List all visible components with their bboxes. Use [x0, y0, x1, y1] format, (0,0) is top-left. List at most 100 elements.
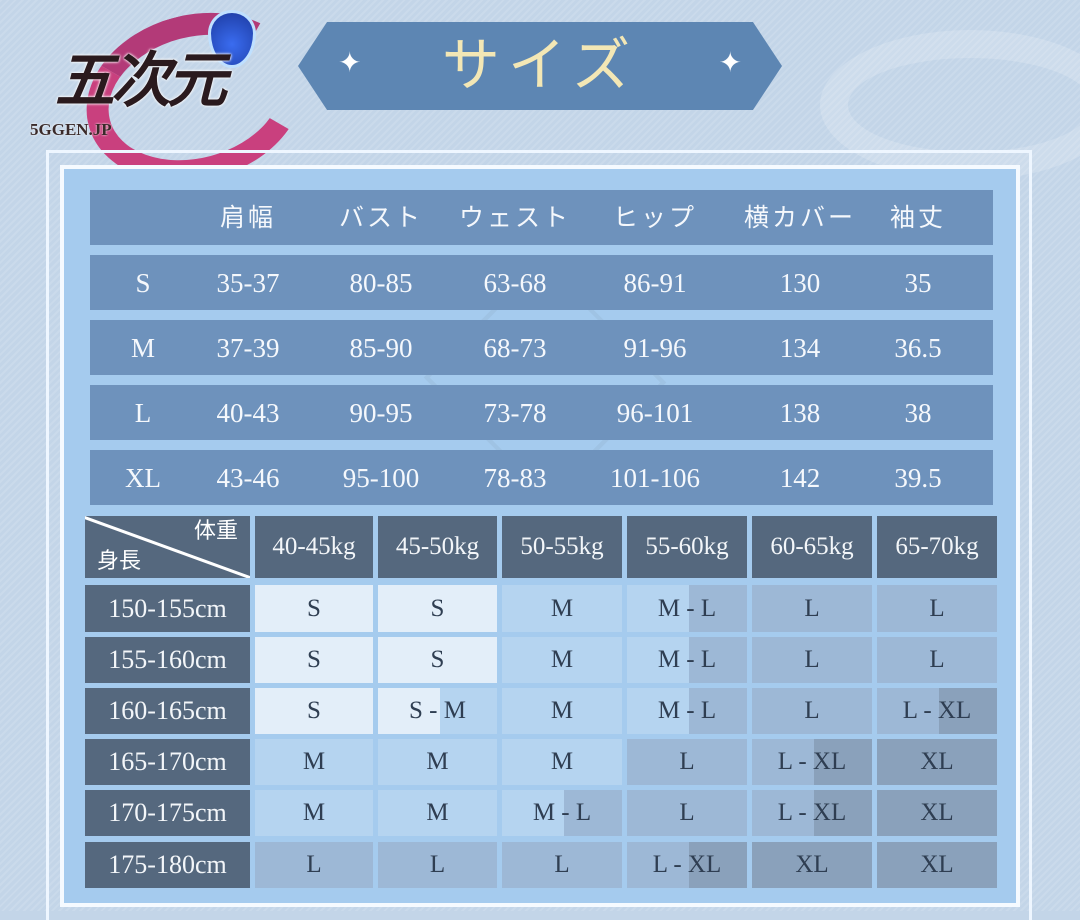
size-cell: S: [255, 585, 373, 632]
size-cell: L - XL: [752, 739, 872, 785]
size-label: L: [134, 397, 152, 428]
size-value: S: [307, 646, 321, 673]
measurement-value: 101-106: [610, 462, 700, 493]
size-cell: M - L: [627, 637, 747, 683]
size-cell-split: [814, 790, 872, 836]
size-cell: L - XL: [752, 790, 872, 836]
column-header: ウェスト: [458, 202, 572, 232]
weight-header: 65-70kg: [877, 516, 997, 578]
size-cell: M - L: [627, 585, 747, 632]
size-value: L: [429, 851, 446, 878]
size-cell: L: [627, 739, 747, 785]
size-cell: L: [502, 842, 622, 888]
column-header: 横カバー: [743, 202, 857, 232]
size-value: L - XL: [777, 748, 847, 775]
size-value: XL: [920, 748, 954, 775]
size-value: L: [804, 594, 820, 622]
size-cell: S: [255, 688, 373, 734]
measurement-value: 73-78: [483, 397, 547, 428]
size-value: L: [804, 646, 820, 673]
weight-header: 50-55kg: [502, 516, 622, 578]
corner-header: 体重 身長: [85, 516, 250, 578]
size-value: L: [804, 697, 820, 724]
height-label: 150-155cm: [85, 585, 250, 632]
page-title: サイズ: [441, 31, 639, 99]
size-value: M - L: [657, 697, 717, 724]
size-value: S: [307, 594, 321, 622]
column-header: ヒップ: [612, 202, 698, 232]
measurement-value: 91-96: [623, 332, 687, 363]
size-value: XL: [920, 851, 954, 878]
size-value: S - M: [409, 697, 466, 724]
size-cell: XL: [877, 739, 997, 785]
size-cell: M: [255, 790, 373, 836]
height-label: 身長: [97, 549, 142, 574]
measurement-value: 96-101: [616, 397, 694, 428]
sparkle-icon: ✦: [338, 48, 362, 79]
size-label: XL: [125, 462, 161, 493]
measurement-value: 138: [779, 397, 821, 428]
size-cell: S: [378, 637, 497, 683]
size-cell: XL: [877, 842, 997, 888]
size-cell: M: [378, 739, 497, 785]
size-label: S: [135, 267, 151, 298]
size-cell: L: [877, 585, 997, 632]
size-value: L: [679, 799, 695, 826]
size-value: M: [426, 799, 449, 826]
measurement-row: XL 43-46 95-100 78-83 101-106 142 39.5: [90, 450, 993, 505]
measurement-value: 86-91: [623, 267, 687, 298]
measurement-value: 36.5: [894, 332, 942, 363]
size-cell: L: [752, 688, 872, 734]
size-cell: L: [752, 637, 872, 683]
size-value: L: [929, 594, 945, 622]
column-header: 肩幅: [219, 202, 277, 232]
measurement-value: 35-37: [216, 267, 280, 298]
size-cell-split: [439, 688, 497, 734]
size-value: S: [430, 646, 445, 673]
size-value: L: [554, 851, 570, 878]
size-cell: S - M: [378, 688, 497, 734]
measurement-row: L 40-43 90-95 73-78 96-101 138 38: [90, 385, 993, 440]
size-cell: L: [752, 585, 872, 632]
column-header: バスト: [338, 202, 424, 232]
size-value: L: [306, 851, 322, 878]
size-cell: S: [378, 585, 497, 632]
measurement-header-row: 肩幅 バスト ウェスト ヒップ 横カバー 袖丈: [90, 190, 993, 245]
weight-header: 60-65kg: [752, 516, 872, 578]
measurement-value: 40-43: [216, 397, 280, 428]
size-cell: XL: [752, 842, 872, 888]
measurement-value: 39.5: [894, 462, 942, 493]
size-value: M - L: [657, 594, 717, 622]
height-label: 165-170cm: [85, 739, 250, 785]
measurement-value: 90-95: [349, 397, 413, 428]
size-value: M: [426, 748, 449, 775]
flame-icon: [208, 10, 256, 68]
measurement-value: 43-46: [216, 462, 280, 493]
size-cell: M: [502, 585, 622, 632]
size-value: M: [550, 748, 574, 775]
measurement-value: 134: [779, 332, 821, 363]
weight-header: 55-60kg: [627, 516, 747, 578]
size-cell-split: [689, 585, 747, 632]
size-value: L: [929, 646, 945, 673]
size-value: M - L: [657, 646, 717, 673]
size-cell-split: [564, 790, 622, 836]
size-cell: M - L: [502, 790, 622, 836]
measurement-value: 142: [779, 462, 821, 493]
title-banner: ✦ サイズ ✦: [298, 22, 782, 110]
weight-header: 40-45kg: [255, 516, 373, 578]
measurement-row: S 35-37 80-85 63-68 86-91 130 35: [90, 255, 993, 310]
brand-logo: 五次元 5GGEN.JP: [30, 0, 323, 206]
height-label: 155-160cm: [85, 637, 250, 683]
measurement-value: 37-39: [216, 332, 280, 363]
size-value: M: [302, 799, 326, 826]
size-cell: M: [502, 637, 622, 683]
measurement-value: 35: [904, 267, 932, 298]
size-cell-split: [689, 842, 747, 888]
measurement-value: 68-73: [483, 332, 547, 363]
size-value: S: [430, 594, 445, 622]
size-cell-split: [689, 637, 747, 683]
measurement-value: 85-90: [349, 332, 413, 363]
size-value: L - XL: [902, 697, 972, 724]
size-cell-split: [814, 739, 872, 785]
